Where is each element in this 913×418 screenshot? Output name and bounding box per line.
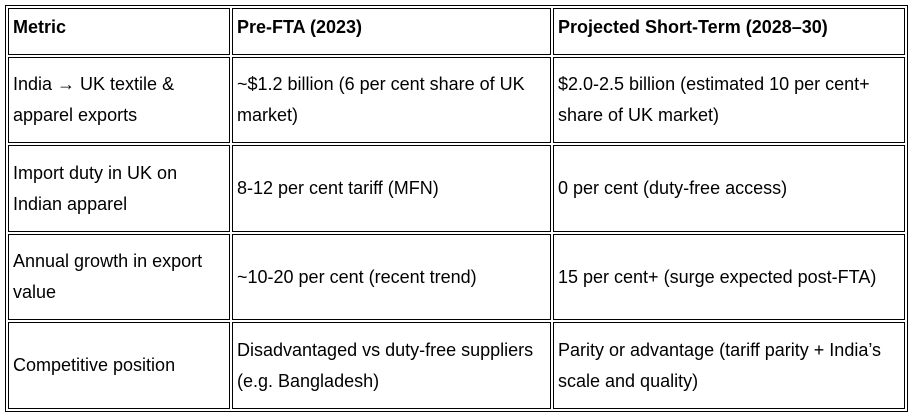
header-metric: Metric (8, 8, 230, 55)
cell-projected: Parity or advantage (tariff parity + Ind… (553, 322, 905, 409)
table-row: India → UK textile & apparel exports ~$1… (8, 56, 905, 144)
cell-pre-fta: Disadvantaged vs duty-free suppliers (e.… (232, 322, 551, 409)
header-projected: Projected Short-Term (2028–30) (553, 8, 905, 55)
cell-pre-fta: ~10-20 per cent (recent trend) (232, 233, 551, 321)
cell-pre-fta: 8-12 per cent tariff (MFN) (232, 145, 551, 232)
table-header-row: Metric Pre-FTA (2023) Projected Short-Te… (8, 8, 905, 55)
cell-metric: Competitive position (8, 322, 230, 409)
cell-metric: India → UK textile & apparel exports (8, 56, 230, 144)
table-row: Import duty in UK on Indian apparel 8-12… (8, 145, 905, 232)
cell-projected: 0 per cent (duty-free access) (553, 145, 905, 232)
table-row: Competitive position Disadvantaged vs du… (8, 322, 905, 409)
cell-metric: Import duty in UK on Indian apparel (8, 145, 230, 232)
header-pre-fta: Pre-FTA (2023) (232, 8, 551, 55)
fta-comparison-table: Metric Pre-FTA (2023) Projected Short-Te… (5, 5, 908, 412)
cell-pre-fta: ~$1.2 billion (6 per cent share of UK ma… (232, 56, 551, 144)
table-row: Annual growth in export value ~10-20 per… (8, 233, 905, 321)
cell-projected: $2.0-2.5 billion (estimated 10 per cent+… (553, 56, 905, 144)
cell-metric: Annual growth in export value (8, 233, 230, 321)
cell-projected: 15 per cent+ (surge expected post-FTA) (553, 233, 905, 321)
